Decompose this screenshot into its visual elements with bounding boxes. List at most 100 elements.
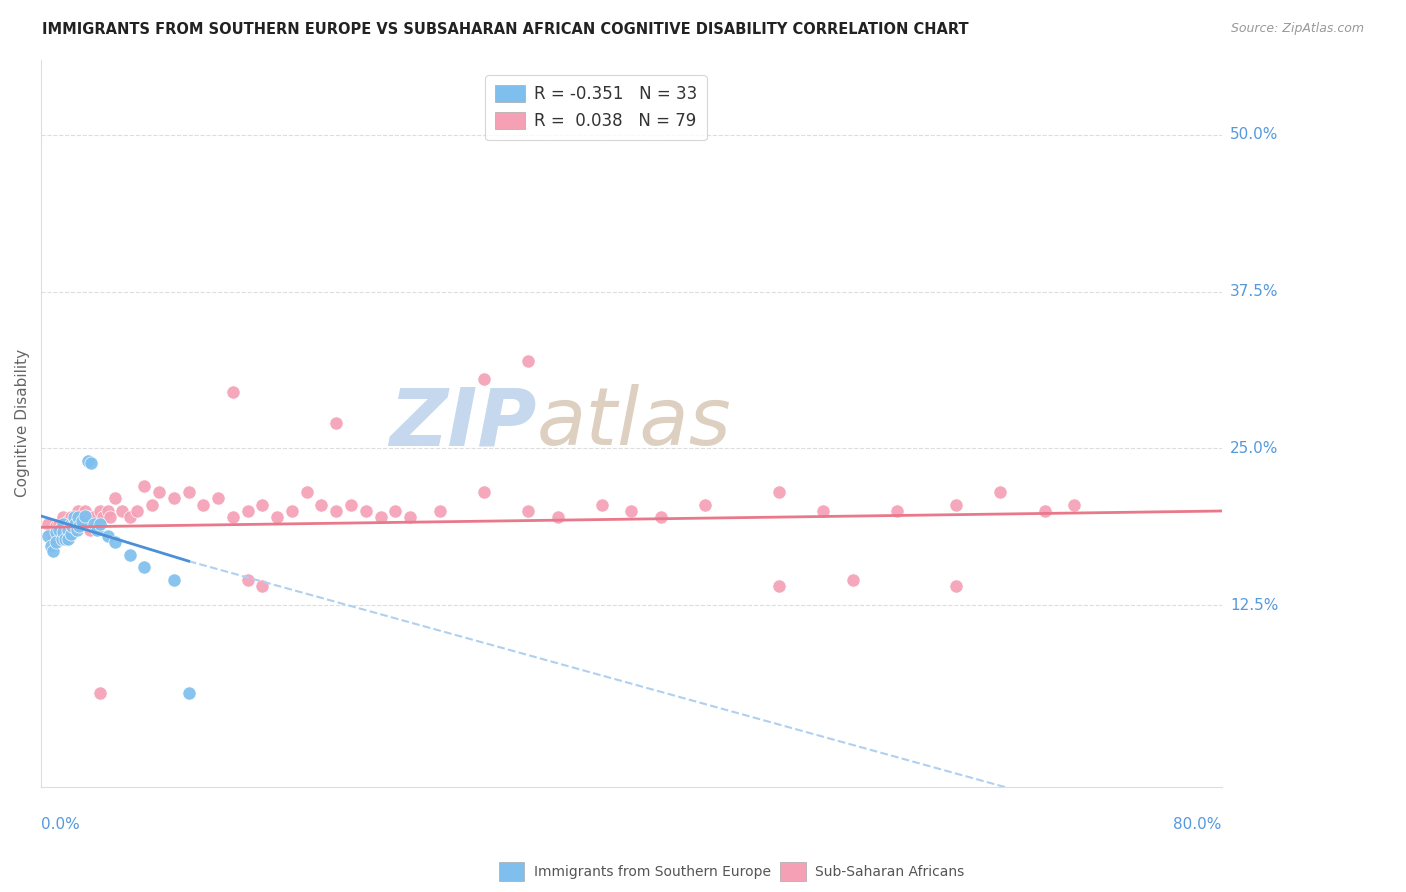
Point (52, 525, 75, 540)
Point (295, 485, 318, 500)
Point (89, 516, 111, 531)
Point (75, 504, 97, 518)
Point (37, 529, 59, 543)
Point (222, 510, 245, 524)
Point (91, 510, 114, 524)
Point (148, 485, 170, 500)
Point (60, 519, 83, 533)
Text: 37.5%: 37.5% (1230, 284, 1278, 299)
Point (65, 523, 87, 537)
Point (768, 485, 790, 500)
Text: IMMIGRANTS FROM SOUTHERN EUROPE VS SUBSAHARAN AFRICAN COGNITIVE DISABILITY CORRE: IMMIGRANTS FROM SOUTHERN EUROPE VS SUBSA… (42, 22, 969, 37)
Point (650, 510, 672, 524)
Point (56, 532, 79, 546)
Point (75, 508, 97, 523)
Point (72, 514, 94, 528)
Point (517, 353, 540, 368)
Point (60, 519, 83, 533)
Point (354, 504, 377, 518)
Point (72, 510, 94, 524)
Point (96, 504, 118, 518)
Point (111, 504, 134, 518)
Point (370, 510, 392, 524)
Point (472, 372, 495, 386)
Point (66, 510, 89, 524)
Point (63, 510, 86, 524)
Point (399, 510, 422, 524)
Point (695, 498, 717, 512)
Point (41, 525, 63, 540)
Point (96, 529, 118, 543)
Point (222, 384, 245, 399)
Point (42, 544, 65, 558)
Point (945, 498, 967, 512)
Point (104, 491, 127, 506)
Point (252, 579, 274, 593)
Point (547, 510, 569, 524)
Text: Immigrants from Southern Europe: Immigrants from Southern Europe (534, 865, 772, 880)
Point (77, 454, 100, 468)
Point (86, 523, 108, 537)
Point (77, 510, 100, 524)
Point (84, 519, 107, 533)
Point (266, 510, 288, 524)
Point (56, 514, 79, 528)
Point (193, 498, 215, 512)
Point (340, 498, 363, 512)
Point (236, 504, 259, 518)
Text: 25.0%: 25.0% (1230, 441, 1278, 456)
Point (1063, 498, 1085, 512)
Point (125, 504, 148, 518)
Point (472, 485, 495, 500)
Point (325, 416, 347, 430)
Point (53, 519, 76, 533)
Point (429, 504, 451, 518)
Point (118, 548, 141, 562)
Point (207, 491, 229, 506)
Point (177, 485, 200, 500)
Point (59, 526, 82, 541)
Point (83, 516, 105, 531)
Point (37, 516, 59, 531)
Point (177, 686, 200, 700)
Point (842, 573, 865, 587)
Point (56, 523, 79, 537)
Point (52, 510, 75, 524)
Point (100, 510, 122, 524)
Point (163, 573, 186, 587)
Point (384, 504, 406, 518)
Y-axis label: Cognitive Disability: Cognitive Disability (15, 349, 30, 497)
Text: ZIP: ZIP (389, 384, 537, 462)
Point (65, 514, 87, 528)
Point (46, 525, 69, 540)
Point (62, 523, 84, 537)
Point (48, 523, 70, 537)
Point (252, 498, 274, 512)
Point (1033, 504, 1056, 518)
Point (45, 525, 67, 540)
Point (89, 504, 111, 518)
Point (104, 535, 127, 549)
Point (134, 560, 156, 574)
Text: atlas: atlas (537, 384, 731, 462)
Point (63, 516, 86, 531)
Point (66, 504, 89, 518)
Point (58, 523, 80, 537)
Point (591, 498, 613, 512)
Text: Sub-Saharan Africans: Sub-Saharan Africans (815, 865, 965, 880)
Point (768, 579, 790, 593)
Text: 0.0%: 0.0% (41, 817, 80, 832)
Text: 80.0%: 80.0% (1174, 817, 1222, 832)
Point (49, 523, 72, 537)
Point (55, 525, 77, 540)
Point (813, 504, 835, 518)
Point (69, 519, 91, 533)
Point (69, 510, 91, 524)
Point (311, 498, 333, 512)
Point (51, 532, 73, 546)
Point (141, 498, 163, 512)
Text: Source: ZipAtlas.com: Source: ZipAtlas.com (1230, 22, 1364, 36)
Point (59, 510, 82, 524)
Point (48, 516, 70, 531)
Legend: R = -0.351   N = 33, R =  0.038   N = 79: R = -0.351 N = 33, R = 0.038 N = 79 (485, 75, 707, 140)
